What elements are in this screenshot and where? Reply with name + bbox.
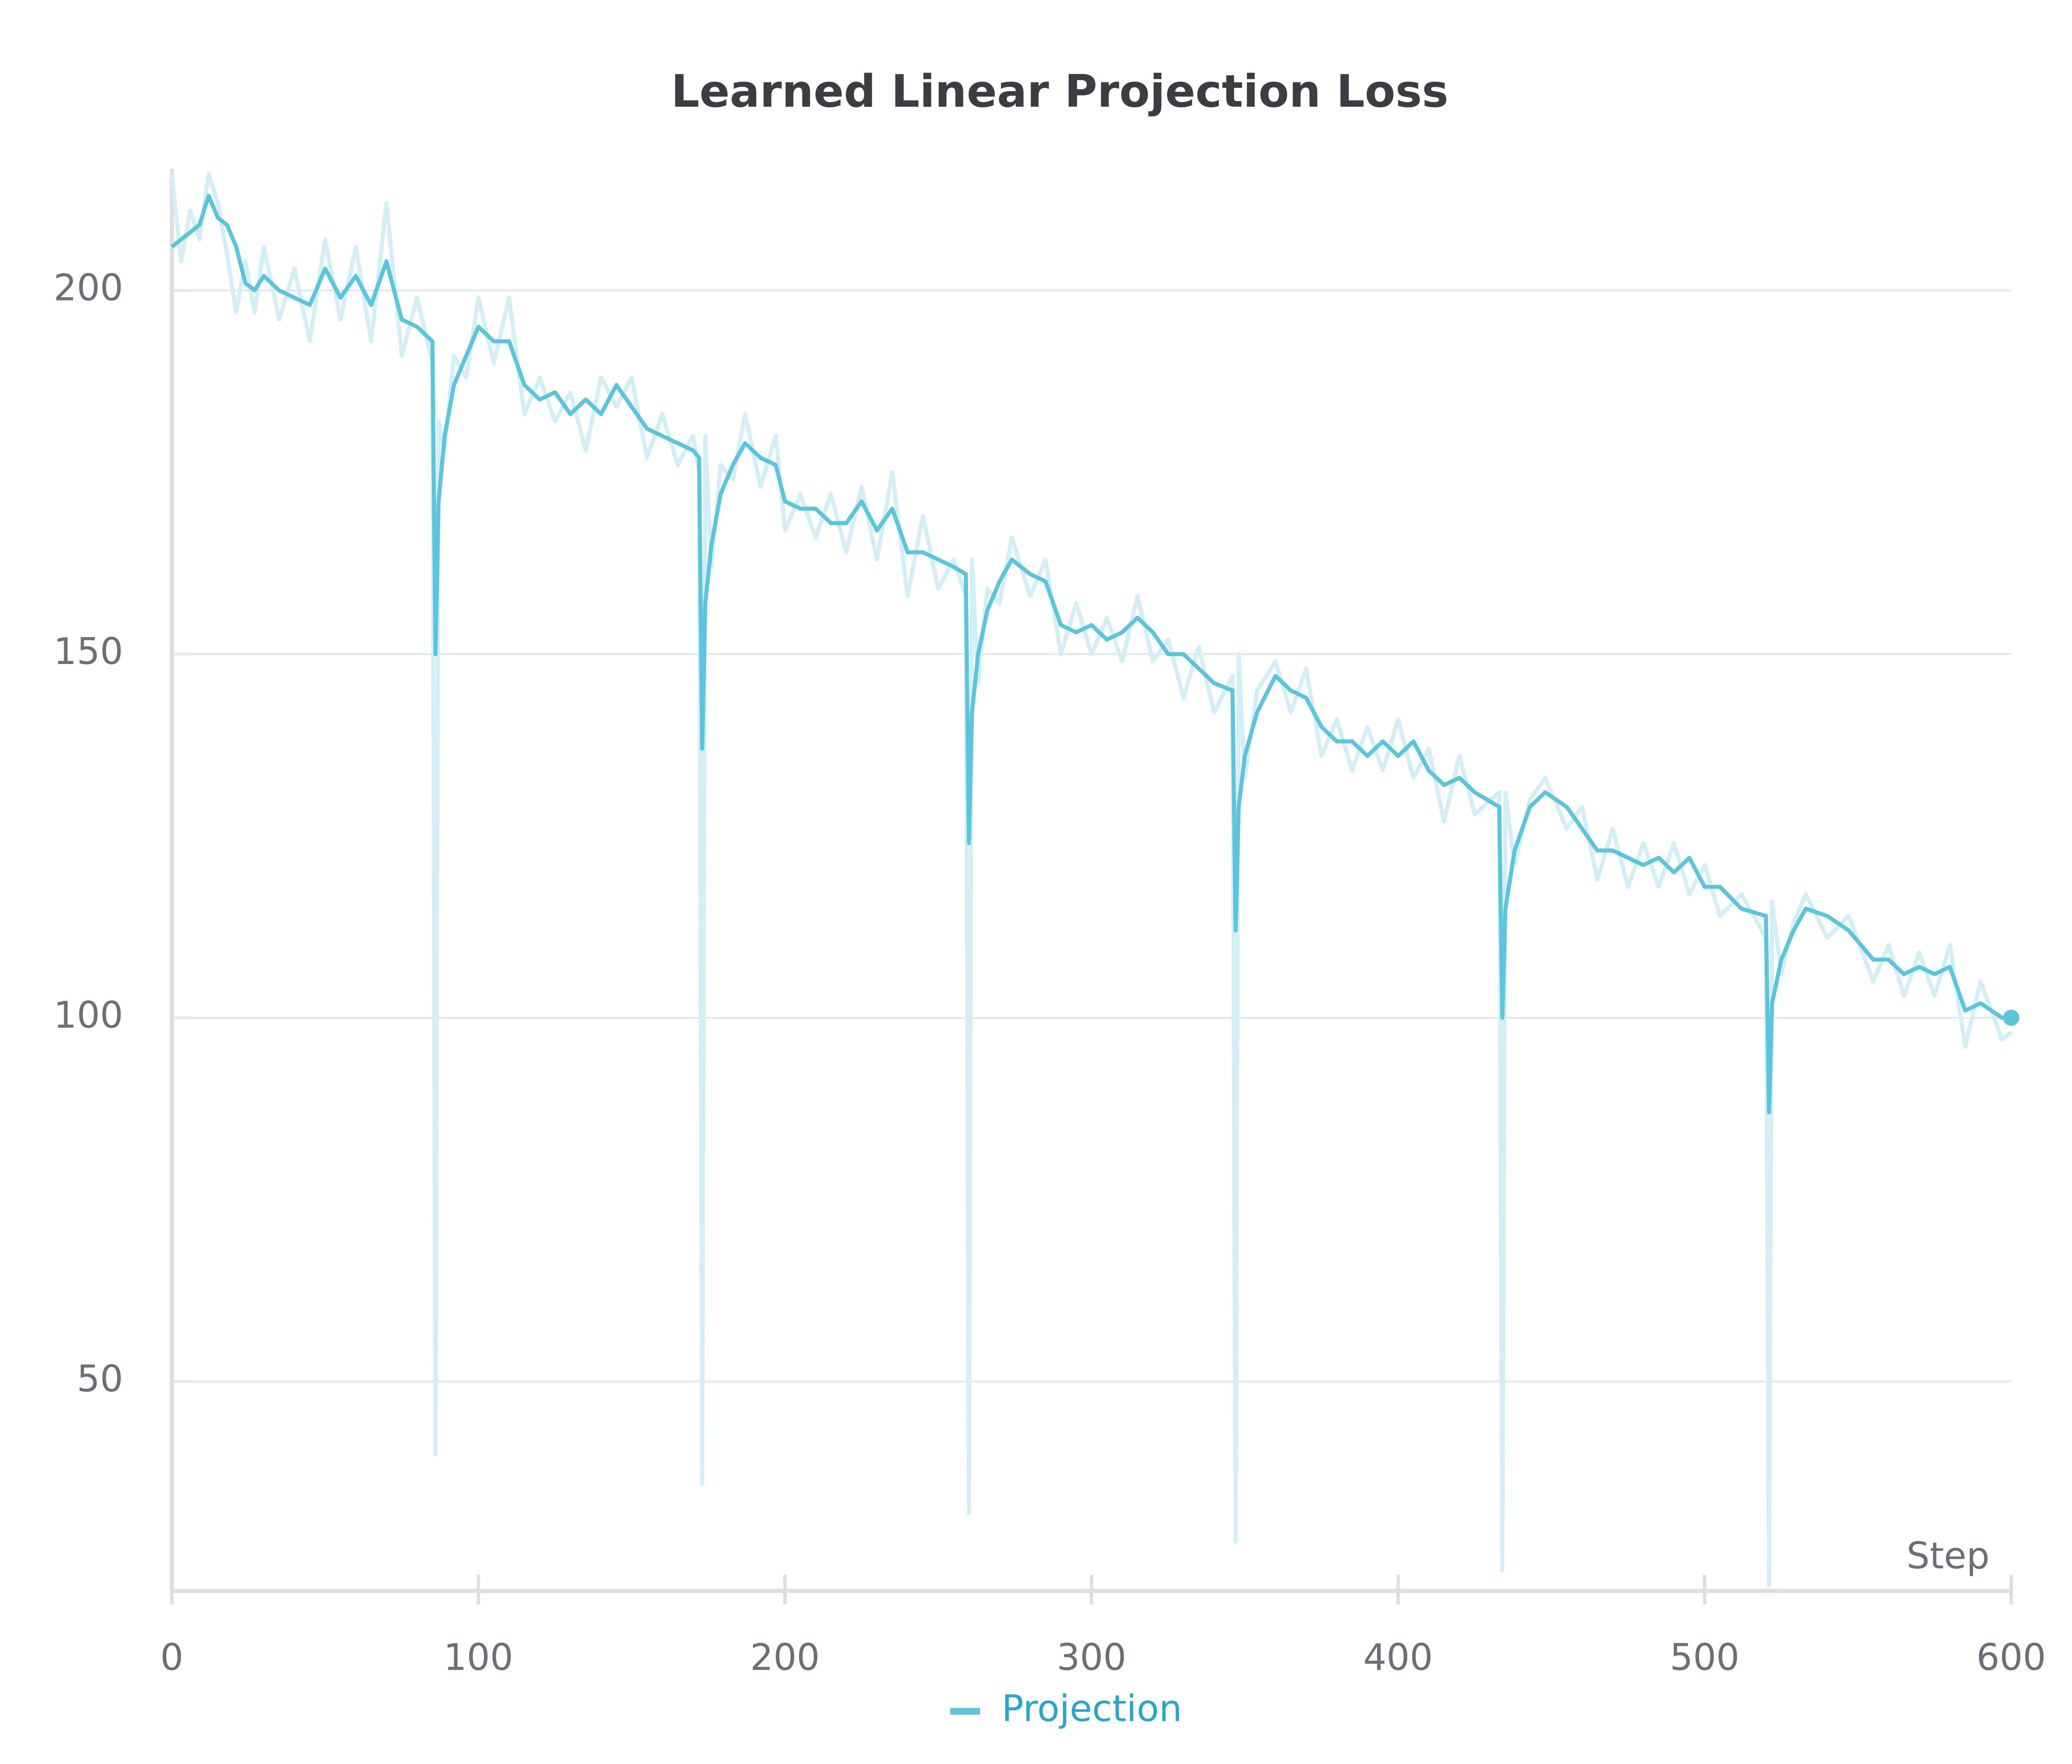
y-tick-label: 50 <box>77 1357 123 1400</box>
x-tick-label: 200 <box>750 1636 820 1679</box>
legend-label: Projection <box>1002 1687 1182 1730</box>
x-tick-label: 100 <box>443 1636 513 1679</box>
x-tick-label: 600 <box>1976 1636 2046 1679</box>
x-tick-label: 300 <box>1057 1636 1126 1679</box>
x-tick-label: 0 <box>160 1636 184 1679</box>
chart-title: Learned Linear Projection Loss <box>671 66 1448 118</box>
y-tick-label: 100 <box>53 994 123 1037</box>
y-tick-label: 200 <box>53 267 123 309</box>
x-tick-label: 400 <box>1363 1636 1433 1679</box>
x-axis-label: Step <box>1907 1534 1990 1577</box>
y-tick-label: 150 <box>53 630 123 673</box>
x-tick-label: 500 <box>1670 1636 1740 1679</box>
raw-line <box>169 172 2013 1587</box>
smoothed-line <box>170 194 2011 1115</box>
end-point <box>2003 1010 2019 1026</box>
